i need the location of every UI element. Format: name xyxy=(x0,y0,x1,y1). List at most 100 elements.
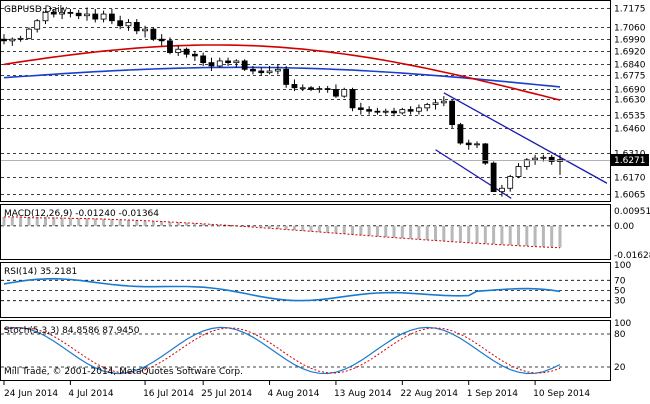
candle xyxy=(241,59,248,72)
macd-histogram-bar xyxy=(168,221,172,226)
candle xyxy=(341,87,348,98)
macd-histogram-bar xyxy=(392,225,396,238)
macd-histogram-bar xyxy=(326,225,330,233)
macd-histogram-bar xyxy=(193,223,197,226)
candle xyxy=(299,84,306,92)
candle xyxy=(349,87,356,112)
candle xyxy=(432,99,439,110)
candle xyxy=(42,10,49,25)
moving-averages xyxy=(3,44,561,101)
macd-histogram-bar xyxy=(417,225,421,240)
price-level-label: 1.6065 xyxy=(614,191,646,201)
macd-level-label: 0.00951 xyxy=(614,207,650,217)
price-level-label: 1.6460 xyxy=(614,125,646,135)
candle xyxy=(482,143,489,165)
date-label: 24 Jun 2014 xyxy=(4,389,58,399)
candle xyxy=(366,106,373,115)
candle xyxy=(208,57,215,72)
macd-histogram-bar xyxy=(135,220,139,226)
candle xyxy=(374,107,381,115)
macd-histogram-bar xyxy=(209,224,213,226)
candle xyxy=(333,84,339,98)
macd-indicator: 0.00951 0.00 -0.01628 xyxy=(1,207,650,261)
candle xyxy=(200,52,207,66)
price-panel[interactable] xyxy=(0,0,611,202)
current-price-box xyxy=(611,154,649,166)
candle xyxy=(399,107,406,115)
date-label: 25 Jul 2014 xyxy=(201,389,252,399)
candle xyxy=(474,141,480,149)
macd-histogram-bar xyxy=(434,225,438,241)
current-price-label: 1.6271 xyxy=(614,156,646,166)
candle xyxy=(449,99,456,128)
candle xyxy=(108,9,115,25)
macd-histogram-bar xyxy=(541,225,545,247)
candle xyxy=(457,122,464,145)
macd-histogram-bar xyxy=(309,225,313,232)
price-level-label: 1.6920 xyxy=(614,48,646,58)
macd-histogram-bar xyxy=(268,225,272,229)
candle xyxy=(59,8,65,20)
macd-histogram-bar xyxy=(450,225,454,242)
candle xyxy=(283,65,290,88)
candle xyxy=(117,15,124,30)
candle xyxy=(142,25,148,38)
macd-level-label: -0.01628 xyxy=(614,251,650,261)
candle xyxy=(274,64,281,75)
candle xyxy=(324,86,331,93)
candle xyxy=(50,9,57,18)
macd-histogram-bar xyxy=(68,217,72,226)
macd-histogram-bar xyxy=(425,225,429,241)
candle xyxy=(75,9,82,20)
rsi-level-label: 50 xyxy=(614,287,626,297)
candle xyxy=(407,106,414,115)
price-level-label: 1.6630 xyxy=(614,96,646,106)
candle xyxy=(67,9,74,18)
price-level-label: 1.6775 xyxy=(614,72,646,82)
macd-histogram-bar xyxy=(334,225,338,234)
macd-histogram-bar xyxy=(143,220,147,226)
macd-histogram-bar xyxy=(19,216,23,226)
candle xyxy=(548,154,555,165)
macd-histogram-bar xyxy=(52,217,56,226)
candle xyxy=(465,139,472,150)
macd-histogram-bar xyxy=(400,225,404,239)
macd-histogram-bar xyxy=(2,216,6,226)
macd-histogram-bar xyxy=(317,225,321,233)
macd-histogram-bar xyxy=(342,225,346,235)
candle xyxy=(17,35,24,42)
channel-lower-line xyxy=(435,149,512,199)
macd-histogram-bar xyxy=(301,225,305,231)
date-label: 4 Jul 2014 xyxy=(68,389,113,399)
candle xyxy=(191,50,198,61)
price-level-label: 1.7175 xyxy=(614,5,646,15)
macd-histogram-bar xyxy=(517,225,521,246)
candle xyxy=(291,79,298,92)
candle xyxy=(515,163,522,179)
stoch-title: Stoch(5,3,3) 84.8586 87.9450 xyxy=(4,326,140,336)
macd-histogram-bar xyxy=(409,225,413,239)
date-axis: 24 Jun 2014 4 Jul 2014 16 Jul 2014 25 Jul 2… xyxy=(3,381,590,399)
rsi-level-label: 70 xyxy=(614,276,626,286)
macd-histogram-bar xyxy=(185,222,189,226)
candle xyxy=(523,158,530,170)
date-label: 16 Jul 2014 xyxy=(143,389,194,399)
channel-upper-line xyxy=(443,92,608,184)
candle xyxy=(507,174,514,192)
candle xyxy=(25,27,32,40)
macd-histogram-bar xyxy=(85,218,89,226)
macd-histogram-bar xyxy=(375,225,379,237)
macd-histogram-bar xyxy=(483,225,487,244)
candle xyxy=(499,184,505,197)
macd-histogram-bar xyxy=(492,225,496,245)
macd-histogram-bar xyxy=(218,224,222,226)
price-level-label: 1.6990 xyxy=(614,36,646,46)
rsi-panel[interactable] xyxy=(0,262,611,318)
candle xyxy=(175,45,182,56)
candle xyxy=(266,65,273,75)
candle xyxy=(316,86,323,93)
rsi-line xyxy=(3,277,561,302)
stoch-level-label: 20 xyxy=(614,363,626,373)
